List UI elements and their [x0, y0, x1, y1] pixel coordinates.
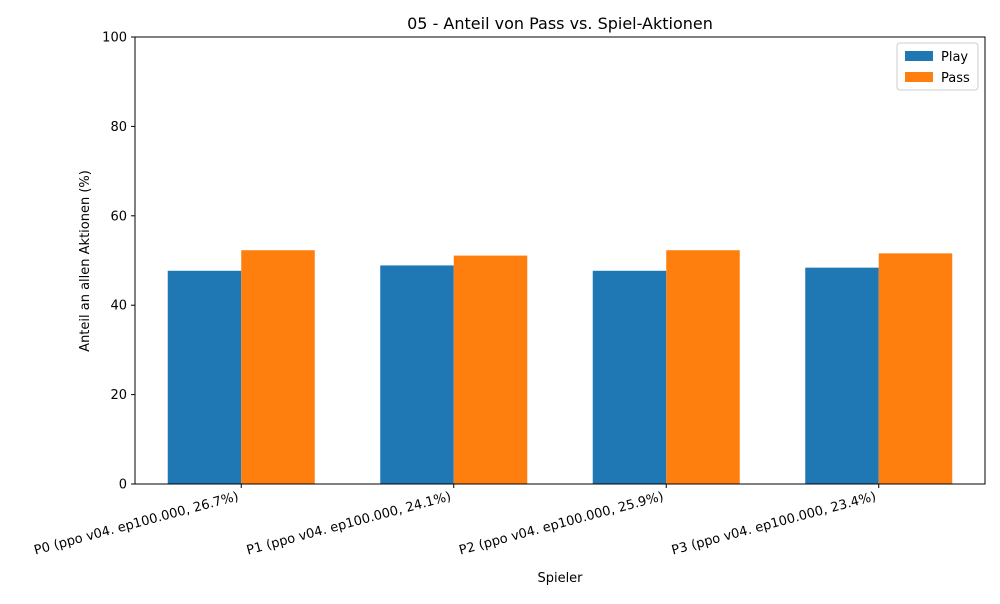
x-tick-label: P0 (ppo v04. ep100.000, 26.7%)	[33, 489, 241, 558]
bar-play-2	[592, 270, 667, 484]
legend: Play Pass	[896, 42, 979, 91]
y-axis-label: Anteil an allen Aktionen (%)	[78, 170, 93, 352]
y-tick-label: 0	[119, 478, 127, 493]
bar-play-3	[805, 267, 879, 484]
bar-pass-0	[241, 250, 315, 484]
y-tick-label: 40	[110, 299, 127, 314]
legend-label-pass: Pass	[941, 71, 970, 86]
bar-play-0	[167, 270, 242, 484]
chart-title: 05 - Anteil von Pass vs. Spiel-Aktionen	[407, 14, 713, 33]
bar-pass-3	[878, 253, 953, 484]
x-tick-label: P3 (ppo v04. ep100.000, 23.4%)	[670, 489, 878, 558]
legend-swatch-play	[905, 51, 933, 61]
axes-frame	[134, 36, 986, 485]
x-tick-label: P1 (ppo v04. ep100.000, 24.1%)	[245, 489, 453, 558]
legend-label-play: Play	[941, 50, 968, 65]
bar-play-1	[380, 265, 454, 484]
y-tick-label: 80	[110, 120, 127, 135]
x-axis-label: Spieler	[537, 571, 583, 586]
bar-pass-2	[666, 250, 740, 484]
y-tick-label: 100	[102, 31, 127, 46]
y-tick-label: 60	[110, 209, 127, 224]
legend-swatch-pass	[905, 72, 933, 82]
plot-area: 0 20 40 60 80 100 P0 (ppo v04. ep100.000, 26.7…	[33, 31, 986, 558]
bar-pass-1	[453, 255, 528, 484]
y-tick-label: 20	[110, 388, 127, 403]
x-tick-label: P2 (ppo v04. ep100.000, 25.9%)	[458, 489, 666, 558]
